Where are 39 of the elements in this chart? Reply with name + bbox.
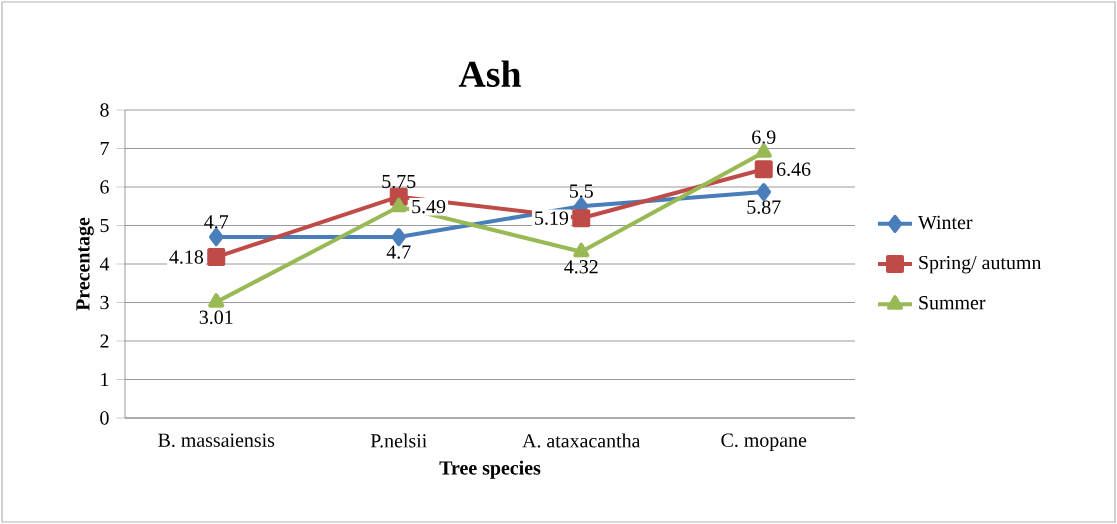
data-label: 5.87 [747,200,781,214]
point [208,293,225,308]
data-label: 5.5 [569,184,593,198]
y-tick-label: 4 [99,257,110,271]
data-label: 3.01 [199,310,233,325]
y-tick-label: 0 [100,411,109,425]
x-axis-title: Tree species [439,460,541,479]
data-label: 5.49 [412,199,446,214]
data-label: 5.19 [535,211,569,225]
y-axis-title: Precentage [76,217,94,311]
y-tick-label: 8 [100,103,109,117]
point [755,143,772,158]
y-tick-label: 7 [100,141,109,156]
y-tick-label: 6 [100,180,109,194]
data-label: 6.9 [752,130,776,144]
x-tick-label: P.nelsii [370,433,427,448]
point [209,228,224,247]
y-tick-label: 5 [100,218,109,233]
data-label: 4.32 [564,260,598,274]
point [390,197,407,213]
y-tick-label: 2 [100,334,109,348]
data-label: 6.46 [776,162,811,177]
x-tick-label: A. ataxacantha [522,433,641,448]
data-label: 4.7 [204,215,229,229]
y-tick-label: 3 [100,295,109,310]
legend-label: Summer [919,296,986,310]
legend-label: Spring/ autumn [919,255,1042,274]
data-label: 4.18 [169,250,204,264]
point [207,248,226,267]
data-label: 4.7 [386,245,411,259]
chart-title: Ash [458,60,521,88]
legend-label: Winter [918,215,973,230]
point [754,160,773,179]
point [572,209,591,228]
data-label: 5.75 [382,174,416,189]
x-tick-label: B. massaiensis [158,433,275,448]
x-tick-label: C. mopane [721,433,807,451]
point [573,242,590,258]
y-tick-label: 1 [101,372,109,387]
